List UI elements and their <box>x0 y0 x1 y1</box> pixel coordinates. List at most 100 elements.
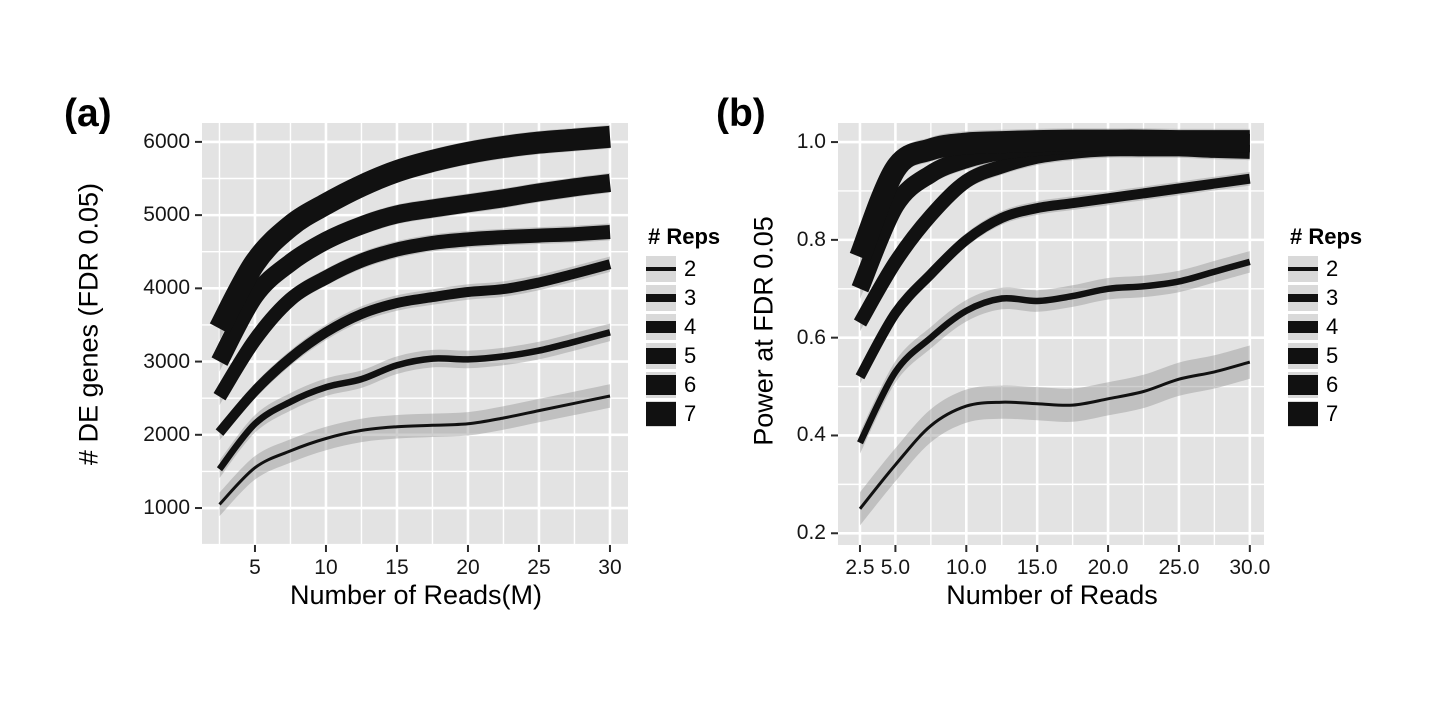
line-reps-5 <box>213 225 611 401</box>
x-tick-label: 15.0 <box>1016 556 1058 579</box>
series-area <box>849 128 1251 526</box>
legend-entry-reps-2: 2 <box>1288 256 1362 282</box>
legend-line-sample <box>1288 321 1318 333</box>
legend-entry-label: 4 <box>684 314 697 339</box>
panel-b-x-axis-title: Number of Reads <box>946 580 1158 610</box>
ribbon-reps-5 <box>219 223 610 406</box>
legend-key-swatch <box>1288 314 1318 340</box>
legend-line-sample <box>646 402 676 426</box>
y-tick-label: 2000 <box>143 422 190 446</box>
legend-key-swatch <box>1288 372 1318 398</box>
panel-b-y-axis-title: Power at FDR 0.05 <box>748 216 779 446</box>
legend-entry-reps-7: 7 <box>646 401 720 427</box>
panel-b <box>831 123 1264 552</box>
panel-a-label: (a) <box>64 92 112 135</box>
legend-entry-reps-7: 7 <box>1288 401 1362 427</box>
legend-entry-label: 7 <box>684 401 697 426</box>
legend-entry-label: 5 <box>684 343 697 368</box>
legend-line-sample <box>1288 266 1318 272</box>
y-tick-label: 0.8 <box>796 227 826 251</box>
y-tick-label: 1.0 <box>796 130 826 154</box>
legend-entry-label: 7 <box>1326 401 1339 426</box>
legend-line-sample <box>646 266 676 272</box>
line-reps-3 <box>216 329 611 472</box>
line-reps-4 <box>215 259 612 436</box>
legend-entry-label: 3 <box>1326 285 1339 310</box>
line-reps-6 <box>211 173 612 366</box>
legend-entry-reps-6: 6 <box>1288 372 1362 398</box>
x-tick-label: 5 <box>249 556 261 579</box>
legend-line-sample <box>646 348 676 364</box>
legend-entry-label: 4 <box>1326 314 1339 339</box>
line-reps-7 <box>209 125 611 334</box>
y-tick-label: 3000 <box>143 349 190 373</box>
legend-entry-label: 6 <box>1326 372 1339 397</box>
legend-line-sample <box>1288 402 1318 426</box>
y-tick-label: 0.4 <box>796 423 826 447</box>
ribbon-reps-2 <box>860 345 1250 526</box>
legend-reps-a: # Reps 2 3 4 5 6 7 <box>646 224 720 430</box>
legend-key-swatch <box>646 285 676 311</box>
legend-key-swatch <box>1288 256 1318 282</box>
panel-b-label: (b) <box>716 92 766 135</box>
legend-line-sample <box>1288 348 1318 364</box>
legend-entry-reps-5: 5 <box>646 343 720 369</box>
legend-title: # Reps <box>648 224 721 249</box>
x-tick-label: 25.0 <box>1158 556 1200 579</box>
legend-entry-reps-2: 2 <box>646 256 720 282</box>
line-reps-2 <box>858 360 1251 510</box>
legend-entry-reps-4: 4 <box>646 314 720 340</box>
legend-entry-reps-3: 3 <box>646 285 720 311</box>
legend-entry-reps-5: 5 <box>1288 343 1362 369</box>
x-tick-label: 30 <box>598 556 622 579</box>
x-tick-label: 10 <box>314 556 338 579</box>
legend-entry-label: 3 <box>684 285 697 310</box>
legend-reps-b: # Reps 2 3 4 5 6 7 <box>1288 224 1362 430</box>
legend-key-swatch <box>1288 285 1318 311</box>
line-reps-7 <box>849 129 1250 262</box>
line-reps-2 <box>218 394 611 506</box>
y-tick-label: 0.2 <box>796 521 826 545</box>
y-tick-label: 4000 <box>143 276 190 300</box>
x-tick-label: 30.0 <box>1229 556 1271 579</box>
legend-entry-label: 2 <box>1326 256 1339 281</box>
y-tick-label: 5000 <box>143 203 190 227</box>
panel-a-x-axis-title: Number of Reads(M) <box>289 580 543 610</box>
x-tick-label: 2.5 <box>845 556 875 579</box>
legend-entries: 2 3 4 5 6 7 <box>646 256 720 427</box>
legend-line-sample <box>646 321 676 333</box>
legend-entry-label: 2 <box>684 256 697 281</box>
line-reps-3 <box>857 258 1251 445</box>
legend-key-swatch <box>1288 343 1318 369</box>
ribbon-reps-3 <box>219 323 610 478</box>
x-tick-label: 20 <box>456 556 480 579</box>
legend-key-swatch <box>646 343 676 369</box>
x-tick-label: 15 <box>385 556 409 579</box>
axis-ticks <box>831 141 1251 552</box>
legend-key-swatch <box>646 372 676 398</box>
x-tick-label: 10.0 <box>945 556 987 579</box>
legend-key-swatch <box>646 256 676 282</box>
x-tick-label: 5.0 <box>880 556 911 579</box>
legend-line-sample <box>1288 294 1318 302</box>
legend-line-sample <box>646 294 676 302</box>
line-reps-4 <box>855 173 1251 380</box>
axis-ticks <box>195 140 611 552</box>
panel-a <box>195 123 628 552</box>
legend-line-sample <box>1288 375 1318 395</box>
y-tick-label: 6000 <box>143 129 190 153</box>
legend-key-swatch <box>646 401 676 427</box>
legend-entries: 2 3 4 5 6 7 <box>1288 256 1362 427</box>
legend-entry-label: 6 <box>684 372 697 397</box>
series-area <box>209 125 612 517</box>
legend-line-sample <box>646 375 676 395</box>
legend-entry-reps-3: 3 <box>1288 285 1362 311</box>
y-tick-label: 0.6 <box>796 325 826 349</box>
x-tick-label: 20.0 <box>1087 556 1129 579</box>
x-tick-label: 25 <box>527 556 551 579</box>
legend-entry-label: 5 <box>1326 343 1339 368</box>
legend-title: # Reps <box>1290 224 1363 249</box>
legend-entry-reps-6: 6 <box>646 372 720 398</box>
legend-key-swatch <box>646 314 676 340</box>
